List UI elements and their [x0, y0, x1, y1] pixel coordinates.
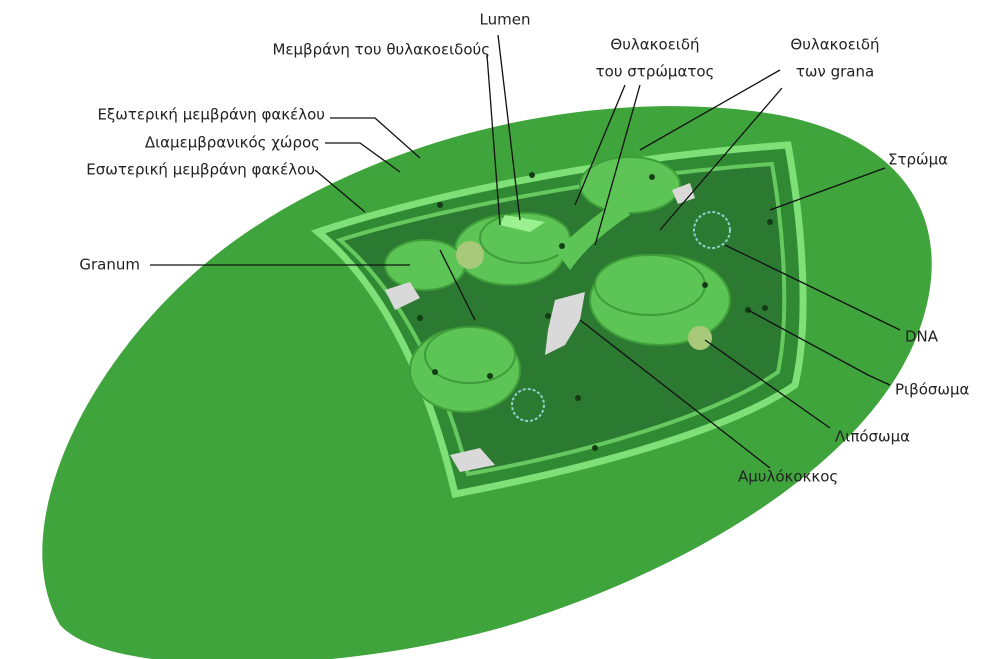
- label: DNA: [905, 328, 939, 346]
- liposome: [688, 326, 712, 350]
- label: Εξωτερική μεμβράνη φακέλου: [97, 106, 325, 124]
- label: Granum: [79, 256, 140, 274]
- label: των grana: [796, 63, 874, 81]
- label: Λιπόσωμα: [835, 428, 910, 446]
- label: Εσωτερική μεμβράνη φακέλου: [86, 161, 315, 179]
- granum: [580, 157, 680, 213]
- granum: [425, 327, 515, 383]
- ribosome: [432, 369, 438, 375]
- label: Ριβόσωμα: [895, 381, 969, 399]
- label: Αμυλόκοκκος: [738, 468, 838, 486]
- ribosome: [487, 373, 493, 379]
- ribosome: [762, 305, 768, 311]
- ribosome: [437, 202, 443, 208]
- label: Θυλακοειδή: [610, 36, 699, 54]
- label: Στρώμα: [888, 151, 948, 169]
- label: Διαμεμβρανικός χώρος: [145, 134, 320, 152]
- label: του στρώματος: [596, 63, 715, 81]
- chloroplast: [42, 106, 931, 659]
- label: Lumen: [480, 11, 531, 29]
- ribosome: [702, 282, 708, 288]
- ribosome: [417, 315, 423, 321]
- granum: [595, 255, 705, 315]
- liposome: [456, 241, 484, 269]
- ribosome: [649, 174, 655, 180]
- ribosome: [767, 219, 773, 225]
- leader-line: [330, 118, 420, 158]
- ribosome: [529, 172, 535, 178]
- label: Θυλακοειδή: [790, 36, 879, 54]
- label: Μεμβράνη του θυλακοειδούς: [272, 41, 490, 59]
- chloroplast-diagram: Lumen Μεμβράνη του θυλακοειδούς Θυλακοειδή…: [0, 0, 984, 659]
- ribosome: [575, 395, 581, 401]
- ribosome: [545, 313, 551, 319]
- ribosome: [559, 243, 565, 249]
- ribosome: [592, 445, 598, 451]
